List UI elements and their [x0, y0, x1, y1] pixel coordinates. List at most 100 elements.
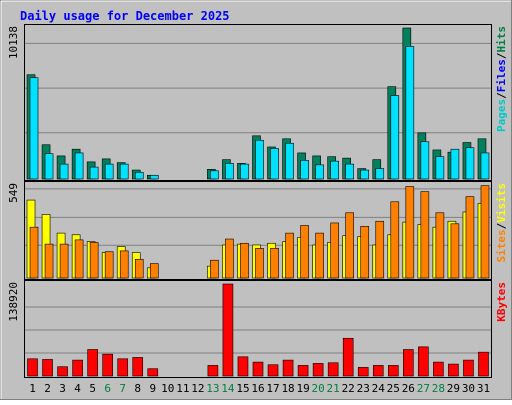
- bar-sites-day-30: [465, 196, 475, 279]
- x-tick-label-day-7: 7: [119, 382, 126, 395]
- bar-sites-day-29: [450, 223, 460, 279]
- bar-kbytes-day-2: [42, 359, 53, 377]
- legend-separator: /: [495, 222, 508, 229]
- bar-kbytes-day-23: [357, 367, 369, 377]
- bar-files-day-23: [360, 169, 370, 180]
- x-tick-label-day-27: 27: [417, 382, 430, 395]
- x-tick-label-day-20: 20: [312, 382, 325, 395]
- bar-sites-day-3: [59, 243, 69, 279]
- x-tick-label-day-5: 5: [89, 382, 96, 395]
- bar-kbytes-day-19: [297, 365, 309, 377]
- x-tick-label-day-16: 16: [251, 382, 264, 395]
- bar-files-day-1: [29, 77, 39, 180]
- x-tick-label-day-1: 1: [29, 382, 36, 395]
- x-tick-label-day-29: 29: [447, 382, 460, 395]
- bar-kbytes-day-20: [312, 363, 324, 377]
- bar-kbytes-day-14: [222, 283, 234, 377]
- bar-files-day-30: [465, 147, 475, 180]
- right-legend: Sites/Visits: [495, 183, 508, 263]
- bar-kbytes-day-21: [327, 362, 339, 377]
- bar-sites-day-24: [375, 220, 385, 279]
- x-tick-label-day-21: 21: [327, 382, 340, 395]
- bar-kbytes-day-18: [282, 359, 294, 377]
- bar-sites-day-8: [134, 259, 144, 279]
- legend-files: Files: [495, 59, 508, 92]
- x-tick-label-day-24: 24: [372, 382, 386, 395]
- bar-kbytes-day-6: [102, 353, 113, 377]
- legend-visits: Visits: [495, 183, 508, 223]
- legend-separator: /: [495, 92, 508, 99]
- bar-files-day-4: [74, 152, 84, 180]
- bar-sites-day-4: [74, 239, 84, 279]
- bar-kbytes-day-26: [403, 349, 414, 377]
- bar-files-day-15: [240, 163, 249, 180]
- bar-files-day-20: [315, 164, 324, 180]
- bar-sites-day-9: [149, 263, 159, 279]
- y-max-label: 10138: [7, 26, 20, 59]
- bar-files-day-5: [89, 166, 99, 180]
- x-tick-label-day-30: 30: [462, 382, 475, 395]
- bar-sites-day-14: [225, 238, 234, 279]
- bar-files-day-24: [375, 168, 385, 180]
- legend-hits: Hits: [495, 26, 508, 53]
- bar-sites-day-20: [315, 232, 324, 279]
- legend-pages: Pages: [495, 99, 508, 132]
- panel-kbytes: 138920 KBytes: [7, 280, 508, 378]
- x-tick-label-day-11: 11: [176, 382, 189, 395]
- x-tick-label-day-6: 6: [104, 382, 111, 395]
- bar-files-day-7: [119, 163, 129, 180]
- bar-sites-day-13: [210, 259, 219, 279]
- bar-files-day-9: [149, 174, 159, 180]
- bar-kbytes-day-27: [418, 346, 429, 377]
- bar-kbytes-day-22: [342, 337, 354, 377]
- x-tick-label-day-8: 8: [134, 382, 141, 395]
- x-tick-label-day-31: 31: [477, 382, 490, 395]
- bar-kbytes-day-17: [267, 364, 279, 377]
- bar-kbytes-day-5: [87, 349, 98, 377]
- bar-files-day-25: [390, 95, 400, 180]
- x-tick-label-day-18: 18: [281, 382, 294, 395]
- bar-files-day-21: [330, 160, 339, 180]
- bar-files-day-17: [270, 148, 279, 180]
- legend-separator: /: [495, 52, 508, 59]
- bar-sites-day-28: [435, 212, 445, 279]
- bar-kbytes-day-1: [27, 358, 38, 377]
- bar-sites-day-25: [390, 201, 400, 279]
- bar-sites-day-6: [104, 251, 114, 279]
- bar-sites-day-23: [360, 226, 370, 279]
- bar-sites-day-31: [480, 185, 490, 279]
- bar-files-day-16: [255, 139, 264, 180]
- bar-kbytes-day-9: [147, 368, 159, 377]
- bar-sites-day-17: [270, 248, 279, 279]
- y-max-label: 549: [7, 183, 20, 203]
- x-tick-label-day-28: 28: [432, 382, 445, 395]
- x-tick-label-day-3: 3: [59, 382, 66, 395]
- bar-kbytes-day-3: [57, 366, 68, 377]
- bar-kbytes-day-29: [448, 363, 459, 377]
- x-tick-label-day-19: 19: [296, 382, 309, 395]
- bar-sites-day-19: [300, 225, 309, 279]
- bar-kbytes-day-4: [72, 359, 83, 377]
- x-tick-label-day-2: 2: [44, 382, 51, 395]
- bar-kbytes-day-30: [463, 359, 474, 377]
- y-max-label: 138920: [7, 282, 20, 322]
- right-legend: KBytes: [495, 282, 508, 322]
- bar-kbytes-day-25: [387, 365, 399, 377]
- bar-kbytes-day-8: [132, 357, 144, 377]
- bar-files-day-22: [345, 163, 354, 180]
- right-legend: Pages/Files/Hits: [495, 26, 508, 132]
- x-axis-labels: 1 2 3 4 5 6 7 8 9 10 11 12 13 14 15 16 17 18 19 20 21 22 23 24 2…: [29, 382, 490, 395]
- bar-kbytes-day-28: [433, 361, 444, 377]
- bar-sites-day-15: [240, 242, 249, 279]
- bar-kbytes-day-16: [252, 361, 264, 377]
- x-tick-label-day-22: 22: [342, 382, 355, 395]
- bar-sites-day-7: [119, 250, 129, 279]
- panel-plot-area: [24, 280, 492, 378]
- bar-sites-day-5: [89, 242, 99, 279]
- x-tick-label-day-4: 4: [74, 382, 81, 395]
- bar-sites-day-22: [345, 212, 354, 279]
- bar-files-day-26: [405, 46, 415, 180]
